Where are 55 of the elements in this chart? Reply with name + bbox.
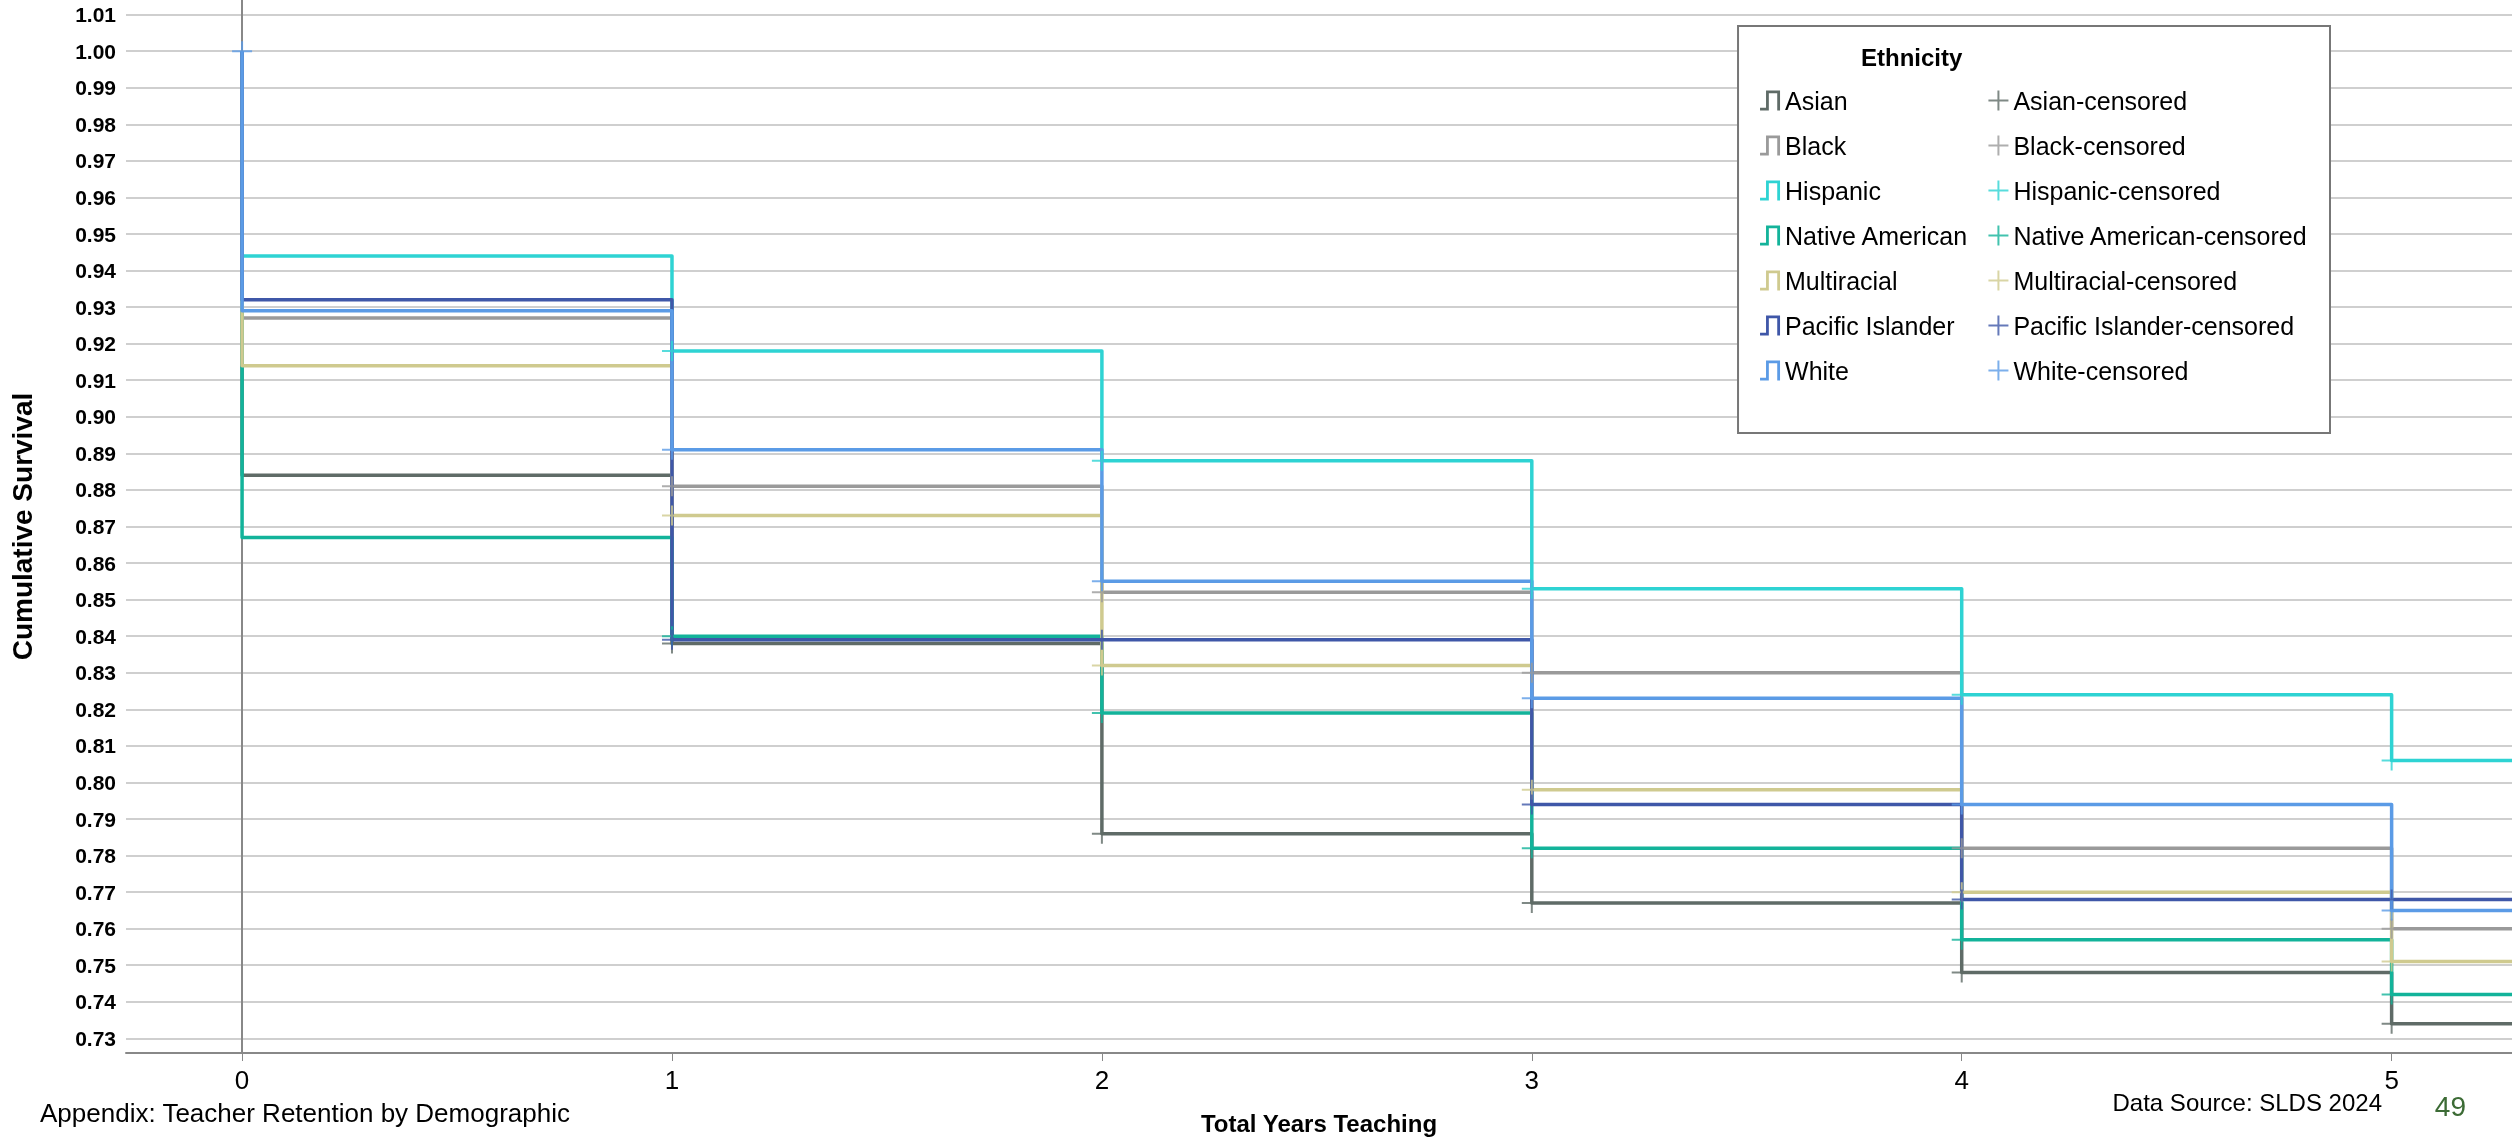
- legend-label: White: [1785, 356, 1849, 385]
- x-tick-label: 0: [234, 1065, 250, 1095]
- y-tick-label: 0.96: [75, 185, 116, 209]
- legend-label: Native American-censored: [2013, 221, 2307, 250]
- text: 49: [2434, 1090, 2467, 1122]
- y-tick-label: 0.94: [75, 259, 117, 283]
- y-tick-label: 0.76: [75, 917, 116, 941]
- y-tick-label: 0.89: [75, 441, 116, 465]
- y-axis-title: Cumulative Survival: [6, 392, 38, 661]
- y-tick-label: 0.86: [75, 551, 116, 575]
- legend-label: Multiracial: [1785, 266, 1898, 295]
- y-tick-label: 0.91: [75, 368, 117, 392]
- y-tick-label: 0.95: [75, 222, 117, 246]
- y-tick-label: 0.75: [75, 953, 117, 977]
- legend-label: Pacific Islander: [1785, 311, 1955, 340]
- y-tick-label: 0.97: [75, 149, 116, 173]
- legend-label: Hispanic-censored: [2013, 176, 2221, 205]
- y-tick-label: 0.77: [75, 880, 116, 904]
- x-tick-label: 4: [1954, 1065, 1969, 1095]
- y-tick-label: 0.99: [75, 76, 116, 100]
- text: Appendix: Teacher Retention by Demographic: [40, 1098, 570, 1128]
- y-tick-label: 0.78: [75, 844, 117, 868]
- y-tick-label: 0.73: [75, 1026, 116, 1050]
- y-tick-label: 0.80: [75, 770, 116, 794]
- y-tick-label: 0.79: [75, 807, 116, 831]
- legend-label: Asian-censored: [2013, 86, 2188, 115]
- x-axis-title: Total Years Teaching: [1200, 1109, 1438, 1137]
- legend-label: Black-censored: [2013, 131, 2186, 160]
- x-tick-label: 1: [664, 1065, 680, 1095]
- y-tick-label: 0.74: [75, 990, 117, 1014]
- y-tick-label: 0.82: [75, 697, 116, 721]
- x-tick-label: 2: [1094, 1065, 1110, 1095]
- source-note: Data Source: SLDS 2024: [2112, 1088, 2382, 1116]
- y-tick-label: 1.00: [75, 39, 116, 63]
- y-tick-label: 1.01: [75, 3, 117, 27]
- y-tick-label: 0.83: [75, 661, 116, 685]
- legend-label: White-censored: [2013, 356, 2189, 385]
- legend-label: Native American: [1785, 221, 1968, 250]
- legend-label: Black: [1785, 131, 1847, 160]
- y-tick-label: 0.92: [75, 332, 116, 356]
- legend-label: Multiracial-censored: [2013, 266, 2238, 295]
- y-tick-label: 0.98: [75, 112, 117, 136]
- legend-title: Ethnicity: [1860, 43, 1963, 71]
- y-tick-label: 0.81: [75, 734, 117, 758]
- y-tick-label: 0.84: [75, 624, 117, 648]
- legend-label: Asian: [1785, 86, 1848, 115]
- x-tick-label: 5: [2384, 1065, 2399, 1095]
- y-tick-label: 0.93: [75, 295, 116, 319]
- y-tick-label: 0.90: [75, 405, 116, 429]
- y-tick-label: 0.85: [75, 588, 117, 612]
- x-tick-label: 3: [1524, 1065, 1540, 1095]
- legend-label: Pacific Islander-censored: [2013, 311, 2295, 340]
- legend-label: Hispanic: [1785, 176, 1881, 205]
- y-tick-label: 0.87: [75, 515, 116, 538]
- y-tick-label: 0.88: [75, 478, 117, 502]
